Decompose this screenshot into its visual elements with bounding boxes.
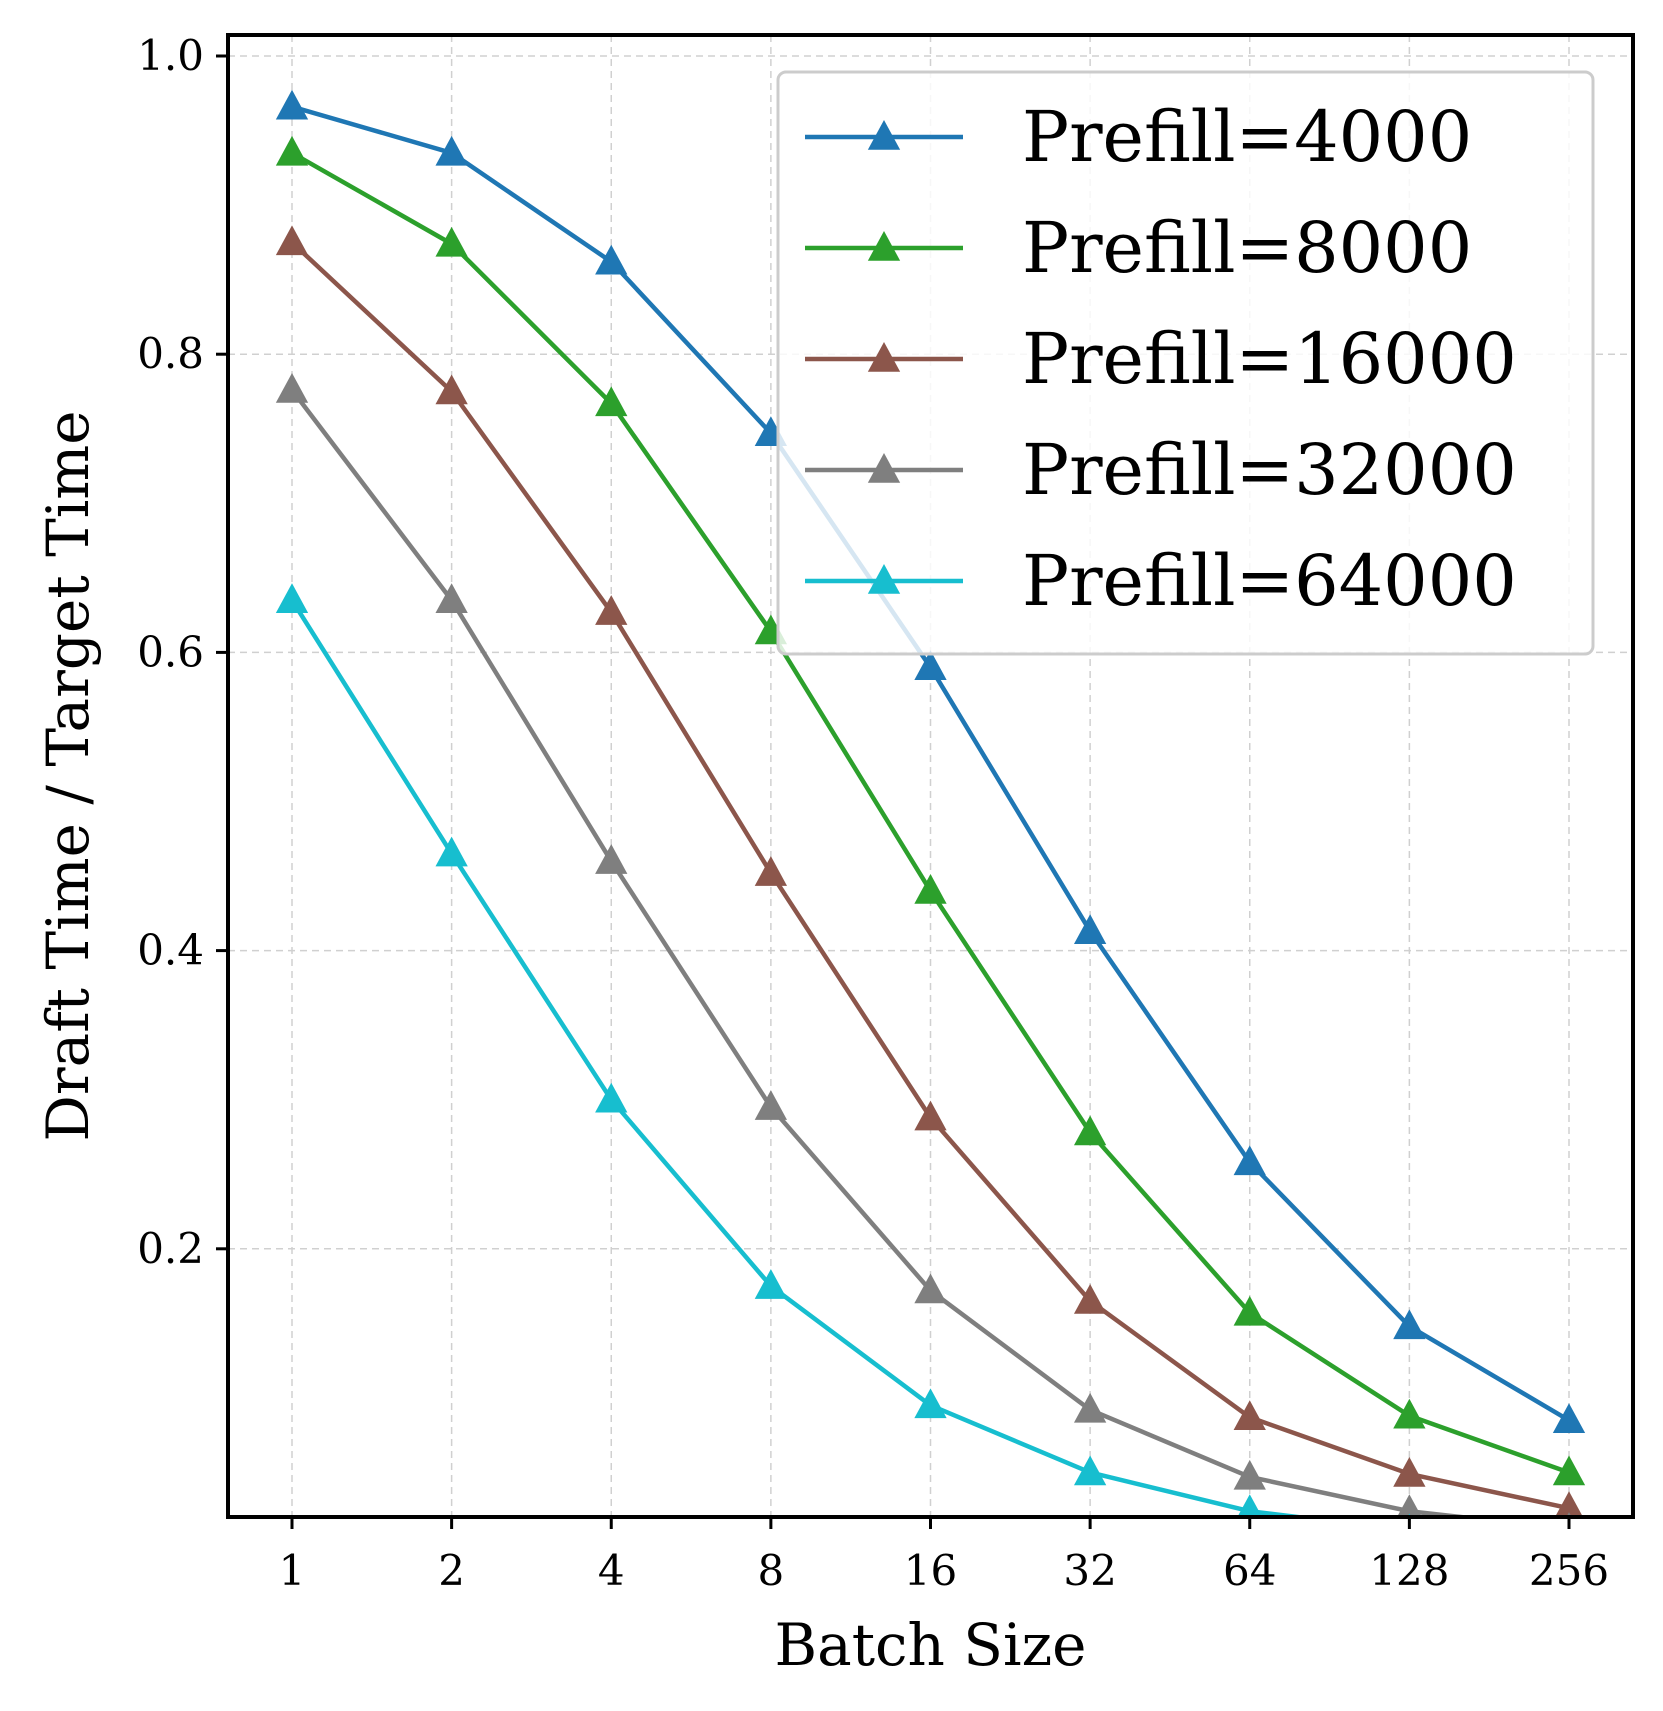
data-point xyxy=(914,1100,947,1131)
data-point xyxy=(1397,1494,1422,1517)
data-point xyxy=(1233,1400,1266,1431)
y-tick-label: 0.4 xyxy=(137,926,204,975)
data-point xyxy=(275,89,309,120)
x-tick-label: 128 xyxy=(1369,1546,1449,1595)
data-point xyxy=(275,225,309,256)
y-tick-label: 0.6 xyxy=(137,627,204,676)
data-point xyxy=(1552,1403,1586,1434)
data-point xyxy=(595,844,628,874)
legend: Prefill=4000 Prefill=8000 Prefill=16000 Pre… xyxy=(776,70,1595,656)
legend-item: Prefill=16000 xyxy=(805,318,1517,400)
data-point xyxy=(914,650,947,681)
x-tick-label: 64 xyxy=(1223,1546,1276,1595)
series-prefill-64000 xyxy=(275,583,1412,1517)
data-point xyxy=(914,873,947,904)
legend-marker xyxy=(867,120,901,150)
legend-marker xyxy=(867,564,901,594)
data-point xyxy=(1073,1455,1107,1486)
x-tick-label: 4 xyxy=(598,1546,625,1595)
data-point xyxy=(1073,914,1107,944)
data-point xyxy=(275,372,309,403)
data-point xyxy=(1393,1456,1426,1487)
legend-label: Prefill=8000 xyxy=(1022,207,1472,289)
data-point xyxy=(914,1273,947,1304)
legend-label: Prefill=16000 xyxy=(1022,318,1517,400)
data-point xyxy=(435,583,468,613)
data-point xyxy=(595,595,628,625)
legend-label: Prefill=64000 xyxy=(1022,540,1517,622)
y-tick-label: 0.8 xyxy=(137,329,204,378)
data-point xyxy=(1393,1309,1426,1340)
series-prefill-32000 xyxy=(275,372,1572,1517)
data-point xyxy=(275,135,309,166)
legend-item: Prefill=64000 xyxy=(805,540,1517,622)
x-tick-label: 8 xyxy=(758,1546,785,1595)
data-point xyxy=(1552,1455,1586,1486)
data-point xyxy=(1073,1392,1107,1423)
data-point xyxy=(1233,1145,1266,1176)
legend-marker xyxy=(867,231,901,261)
data-point xyxy=(595,244,628,275)
data-point xyxy=(754,856,788,886)
legend-item: Prefill=4000 xyxy=(805,96,1472,178)
series-prefill-16000 xyxy=(275,225,1583,1517)
data-point xyxy=(1073,1115,1107,1146)
legend-item: Prefill=8000 xyxy=(805,207,1472,289)
data-point xyxy=(1393,1398,1426,1429)
x-tick-label: 1 xyxy=(279,1546,306,1595)
data-point xyxy=(1073,1283,1107,1314)
data-point xyxy=(435,374,468,405)
legend-label: Prefill=4000 xyxy=(1022,96,1472,178)
data-point xyxy=(435,836,468,867)
data-point xyxy=(275,583,309,613)
data-point xyxy=(754,1090,788,1120)
data-point xyxy=(1555,1491,1583,1517)
legend-item: Prefill=32000 xyxy=(805,429,1517,511)
data-point xyxy=(1237,1494,1263,1517)
legend-label: Prefill=32000 xyxy=(1022,429,1517,511)
data-point xyxy=(435,135,468,166)
y-axis-title: Draft Time / Target Time xyxy=(34,410,102,1141)
x-tick-label: 256 xyxy=(1529,1546,1609,1595)
x-tick-label: 2 xyxy=(438,1546,465,1595)
data-point xyxy=(754,1269,788,1299)
x-tick-label: 16 xyxy=(904,1546,957,1595)
data-point xyxy=(595,386,628,417)
y-tick-label: 1.0 xyxy=(137,31,204,80)
axis-ticks: 1 2 4 8 16 32 64 128 256 0.2 0.4 0.6 0.8 1.0 xyxy=(137,31,1609,1595)
data-point xyxy=(595,1082,628,1113)
data-point xyxy=(1233,1295,1266,1326)
data-point xyxy=(435,226,468,257)
series-prefill-4000 xyxy=(275,89,1586,1434)
legend-marker xyxy=(867,342,901,372)
x-axis-title: Batch Size xyxy=(775,1611,1087,1679)
legend-marker xyxy=(867,453,901,483)
x-tick-label: 32 xyxy=(1063,1546,1116,1595)
data-point xyxy=(914,1388,947,1419)
legend-box xyxy=(776,70,1595,656)
data-point xyxy=(1233,1459,1266,1490)
y-tick-label: 0.2 xyxy=(137,1224,204,1273)
